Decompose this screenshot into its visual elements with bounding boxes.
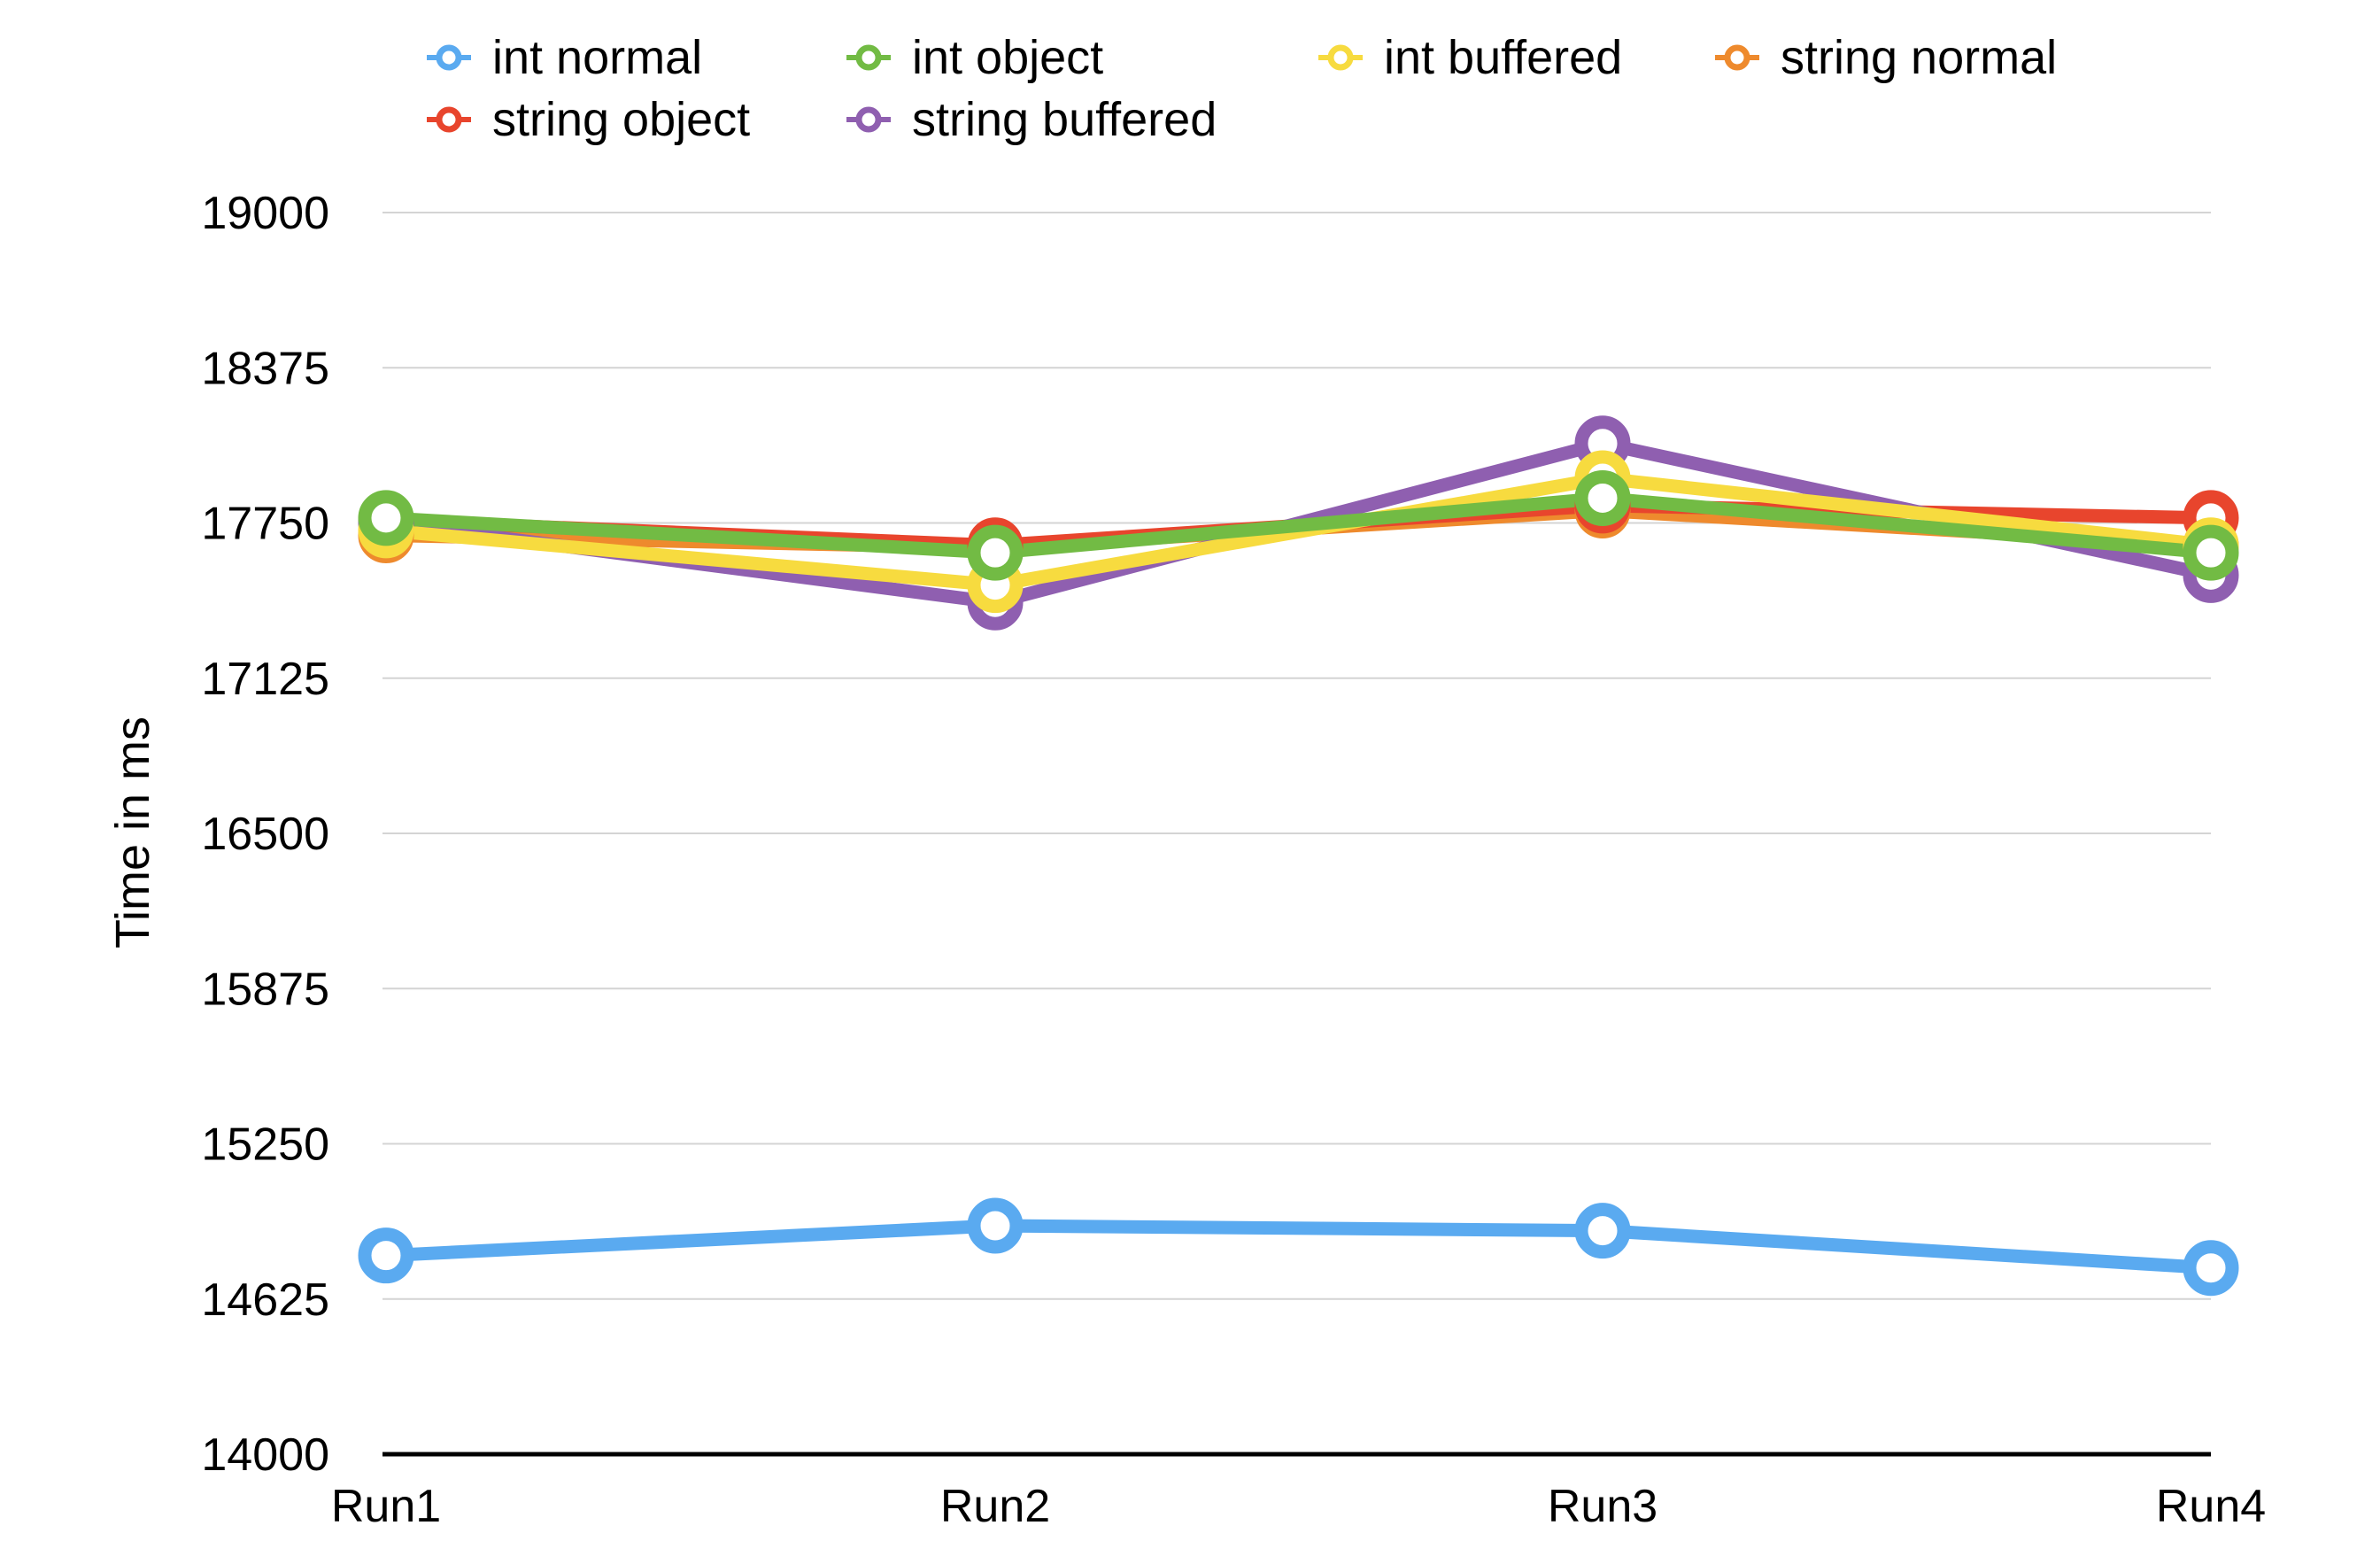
x-tick-label: Run2 bbox=[940, 1481, 1050, 1532]
legend-item-int-normal: int normal bbox=[423, 31, 702, 84]
series-lines bbox=[379, 437, 2218, 1275]
legend-item-string-normal: string normal bbox=[1712, 31, 2057, 84]
y-tick-label: 15875 bbox=[201, 964, 329, 1015]
legend-label: string normal bbox=[1781, 31, 2058, 84]
legend-item-int-object: int object bbox=[843, 31, 1103, 84]
data-point-int-object bbox=[1574, 469, 1631, 526]
legend-label: string buffered bbox=[912, 93, 1217, 146]
data-point-int-object bbox=[358, 490, 414, 546]
data-point-int-normal bbox=[358, 1227, 414, 1284]
y-axis-label: Time in ms bbox=[106, 716, 159, 949]
y-tick-label: 18375 bbox=[201, 343, 329, 394]
legend-marker-icon bbox=[846, 44, 891, 71]
y-tick-label: 14000 bbox=[201, 1429, 329, 1481]
data-point-int-object bbox=[2183, 524, 2239, 581]
y-tick-label: 17750 bbox=[201, 499, 329, 550]
grid-lines bbox=[382, 212, 2211, 1457]
data-point-int-object bbox=[967, 524, 1024, 581]
series-points bbox=[358, 415, 2239, 1297]
x-tick-labels: Run1 Run2 Run3 Run4 bbox=[331, 1481, 2266, 1532]
y-tick-label: 17125 bbox=[201, 654, 329, 705]
y-tick-label: 14625 bbox=[201, 1274, 329, 1326]
x-tick-label: Run4 bbox=[2156, 1481, 2266, 1532]
legend-item-string-object: string object bbox=[423, 93, 750, 146]
legend-item-string-buffered: string buffered bbox=[843, 93, 1217, 146]
legend-marker-icon bbox=[846, 106, 891, 133]
data-point-int-normal bbox=[967, 1197, 1024, 1254]
legend-marker-icon bbox=[1715, 44, 1759, 71]
series-line-int-object bbox=[379, 491, 2218, 560]
x-tick-label: Run3 bbox=[1548, 1481, 1658, 1532]
y-tick-label: 15250 bbox=[201, 1119, 329, 1171]
x-tick-label: Run1 bbox=[331, 1481, 441, 1532]
data-point-int-normal bbox=[1574, 1203, 1631, 1259]
y-tick-label: 16500 bbox=[201, 809, 329, 860]
legend-label: int buffered bbox=[1384, 31, 1623, 84]
series-line-int-normal bbox=[379, 1219, 2218, 1275]
legend-marker-icon bbox=[427, 106, 471, 133]
legend-label: string object bbox=[492, 93, 751, 146]
legend-label: int normal bbox=[492, 31, 703, 84]
y-tick-labels: 14000 14625 15250 15875 16500 17125 17750 18375… bbox=[201, 188, 329, 1481]
legend-marker-icon bbox=[427, 44, 471, 71]
legend-item-int-buffered: int buffered bbox=[1315, 31, 1622, 84]
data-point-int-normal bbox=[2183, 1240, 2239, 1297]
legend-marker-icon bbox=[1318, 44, 1363, 71]
legend-label: int object bbox=[912, 31, 1104, 84]
y-tick-label: 19000 bbox=[201, 188, 329, 239]
